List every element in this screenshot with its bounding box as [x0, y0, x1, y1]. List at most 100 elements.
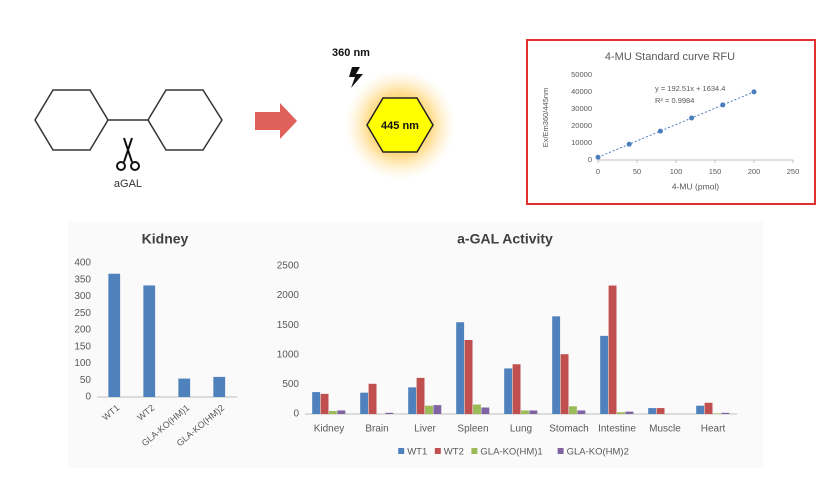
trend-line: [597, 91, 755, 158]
bar: [600, 335, 609, 414]
x-tick-label: 100: [670, 167, 683, 176]
bar: [552, 316, 561, 414]
y-tick-label: 350: [74, 274, 91, 285]
enzyme-label: aGAL: [114, 178, 142, 190]
bar: [385, 412, 394, 414]
bar: [312, 392, 321, 414]
y-tick-label: 300: [74, 291, 91, 302]
legend-label: GLA-KO(HM)2: [567, 447, 629, 458]
annotation: y = 192.51x + 1634.4: [655, 84, 725, 93]
bar: [464, 340, 473, 414]
y-axis-label: Ex/Em360/445nm: [541, 88, 550, 148]
bar: [504, 368, 513, 414]
bar: [408, 387, 417, 414]
y-tick-label: 0: [588, 155, 592, 164]
bar: [617, 412, 625, 414]
x-tick-label: Heart: [701, 424, 726, 435]
y-tick-label: 100: [74, 358, 91, 369]
chart-title: a-GAL Activity: [457, 231, 553, 247]
y-tick-label: 50: [80, 375, 92, 386]
bar: [704, 402, 713, 414]
point: [626, 141, 632, 147]
y-tick-label: 1000: [277, 349, 300, 360]
y-tick-label: 0: [85, 392, 91, 403]
bar: [337, 410, 346, 414]
bar: [143, 285, 156, 397]
hexagon: [34, 89, 109, 151]
y-tick-label: 400: [74, 258, 91, 269]
bar: [521, 410, 529, 414]
annotation: R² = 0.9984: [655, 96, 694, 105]
x-tick-label: Kidney: [314, 424, 345, 435]
bar: [320, 393, 329, 414]
bar: [433, 405, 442, 414]
bar: [529, 410, 538, 414]
point: [689, 115, 695, 121]
bar: [512, 364, 521, 414]
point: [751, 89, 757, 95]
chart-title: Kidney: [142, 231, 189, 247]
bar: [625, 411, 634, 414]
bar: [368, 383, 377, 414]
x-axis-label: 4-MU (pmol): [672, 181, 719, 191]
bar: [456, 322, 465, 414]
y-tick-label: 0: [293, 409, 299, 420]
x-tick-label: Brain: [365, 424, 388, 435]
y-tick-label: 10000: [571, 138, 592, 147]
x-tick-label: Intestine: [598, 424, 636, 435]
bar: [213, 376, 226, 397]
point: [595, 154, 601, 160]
y-tick-label: 50000: [571, 70, 592, 79]
x-tick-label: Liver: [414, 424, 436, 435]
y-tick-label: 150: [74, 341, 91, 352]
lightning-icon: [349, 67, 363, 88]
bar: [329, 411, 337, 414]
hexagon: [147, 89, 223, 151]
x-tick-label: Muscle: [649, 424, 681, 435]
bar: [425, 405, 433, 414]
hexagon-product: [366, 97, 434, 153]
arrow: [255, 103, 297, 139]
x-tick-label: 250: [787, 167, 800, 176]
emission-label: 445 nm: [381, 120, 419, 132]
legend-swatch: [398, 448, 405, 454]
legend-label: WT1: [407, 447, 427, 458]
point: [657, 128, 663, 134]
bar: [608, 285, 617, 414]
excitation-label: 360 nm: [332, 47, 370, 59]
bar: [569, 406, 577, 414]
bar: [656, 408, 665, 414]
bar: [648, 408, 657, 414]
y-tick-label: 250: [74, 308, 91, 319]
x-tick-label: Stomach: [549, 424, 588, 435]
legend-label: WT2: [444, 447, 464, 458]
bar: [481, 407, 490, 414]
bar: [108, 273, 121, 397]
x-tick-label: 50: [633, 167, 641, 176]
y-tick-label: 2000: [277, 290, 300, 301]
bar: [713, 413, 721, 414]
bar: [416, 377, 425, 414]
substrate-diagram: [34, 89, 223, 151]
legend-swatch: [434, 448, 441, 454]
point: [720, 102, 726, 108]
standard-curve-frame: [526, 39, 816, 205]
y-tick-label: 40000: [571, 87, 592, 96]
x-tick-label: 200: [748, 167, 761, 176]
y-tick-label: 500: [282, 379, 299, 390]
x-tick-label: Spleen: [457, 424, 488, 435]
y-tick-label: 200: [74, 325, 91, 336]
legend-label: GLA-KO(HM)1: [480, 447, 542, 458]
y-tick-label: 30000: [571, 104, 592, 113]
y-tick-label: 1500: [277, 320, 300, 331]
x-tick-label: 0: [596, 167, 600, 176]
panel-background: [68, 222, 763, 468]
bar: [560, 354, 569, 414]
legend-swatch: [471, 448, 478, 454]
bar: [178, 378, 191, 397]
y-tick-label: 20000: [571, 121, 592, 130]
x-tick-label: Lung: [510, 424, 532, 435]
x-tick-label: 150: [709, 167, 722, 176]
chart-title: 4-MU Standard curve RFU: [605, 51, 735, 63]
bar: [696, 405, 705, 414]
